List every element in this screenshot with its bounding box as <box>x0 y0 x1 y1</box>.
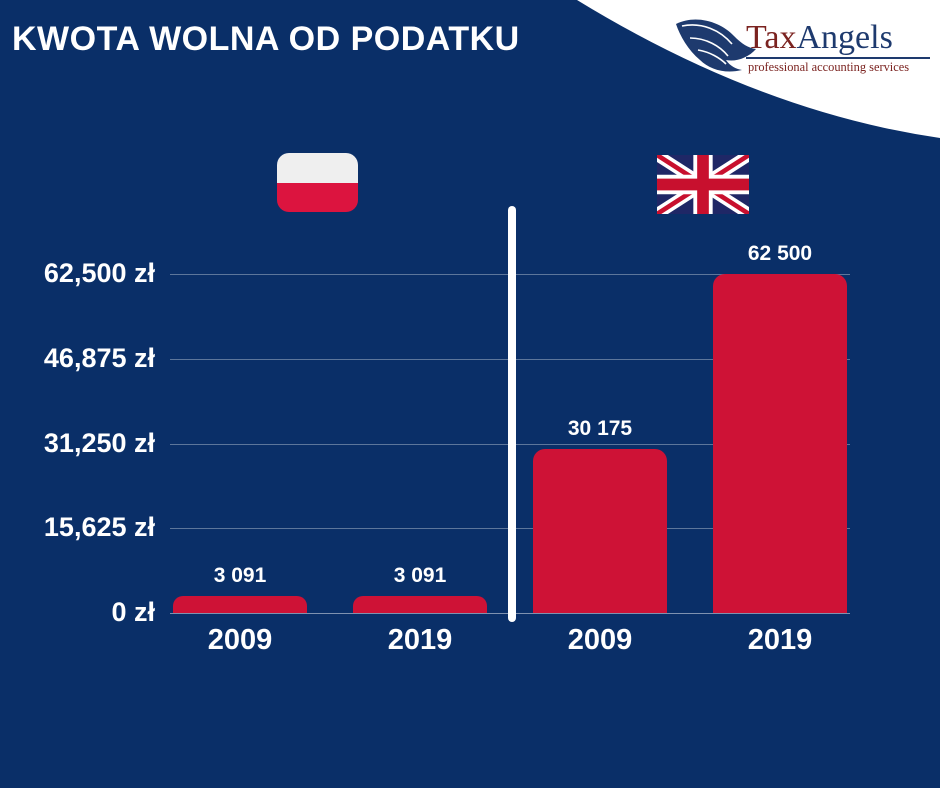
y-tick-label-15625: 15,625 zł <box>43 512 155 542</box>
brand-subtitle: professional accounting services <box>748 60 910 74</box>
poland-flag-white-stripe <box>277 153 358 183</box>
brand-wordmark: TaxAngels <box>746 20 930 59</box>
brand-angels: Angels <box>796 19 893 56</box>
y-tick-label-62500: 62,500 zł <box>43 258 155 288</box>
bar-value-label-uk-2009: 30 175 <box>567 417 633 440</box>
bar-value-label-poland-2009: 3 091 <box>213 564 267 587</box>
brand-tax: Tax <box>746 19 797 56</box>
x-tick-label-uk-2009: 2009 <box>567 624 633 656</box>
page-title: KWOTA WOLNA OD PODATKU <box>12 20 520 58</box>
wing-icon <box>676 19 756 72</box>
x-tick-label-uk-2019: 2019 <box>747 624 813 656</box>
bar-uk-2019 <box>713 274 847 613</box>
bar-uk-2009 <box>533 449 667 613</box>
uk-flag-icon <box>657 155 749 214</box>
bar-value-label-poland-2019: 3 091 <box>393 564 447 587</box>
bar-poland-2019 <box>353 596 487 613</box>
x-tick-label-poland-2019: 2019 <box>387 624 453 656</box>
country-divider <box>508 206 516 622</box>
bar-value-label-uk-2019: 62 500 <box>747 242 813 265</box>
x-tick-label-poland-2009: 2009 <box>207 624 273 656</box>
logo-background-swoosh <box>577 0 940 138</box>
y-tick-label-0: 0 zł <box>111 597 155 627</box>
poland-flag-icon <box>277 153 358 212</box>
y-tick-label-46875: 46,875 zł <box>43 343 155 373</box>
poland-flag-red-stripe <box>277 182 358 212</box>
y-tick-label-31250: 31,250 zł <box>43 428 155 458</box>
bar-poland-2009 <box>173 596 307 613</box>
